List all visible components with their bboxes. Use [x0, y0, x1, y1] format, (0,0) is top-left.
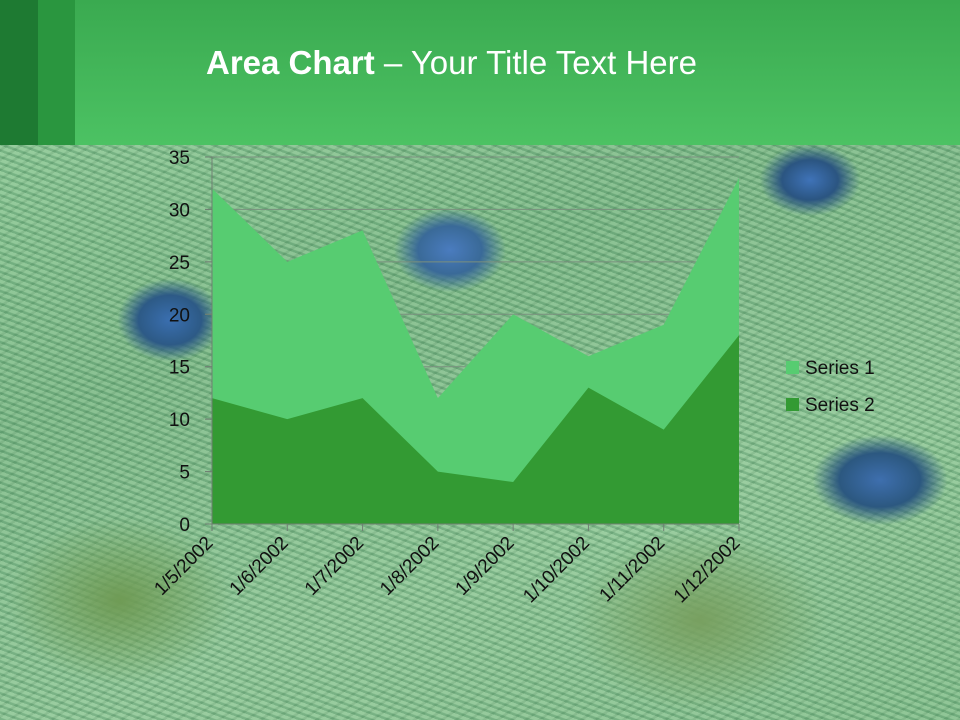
y-tick-label-10: 10 — [169, 410, 190, 431]
x-tick-label-6: 1/11/2002 — [596, 533, 670, 607]
title-rest-part: – Your Title Text Here — [374, 44, 697, 81]
y-tick-label-15: 15 — [169, 358, 190, 379]
area-series-2 — [212, 335, 739, 524]
x-tick-label-3: 1/8/2002 — [376, 533, 443, 600]
y-tick-label-35: 35 — [169, 148, 190, 169]
x-tick-label-7: 1/12/2002 — [670, 533, 745, 608]
banner-accent-dark — [0, 0, 38, 145]
banner-accent-mid — [38, 0, 75, 145]
x-tick-label-5: 1/10/2002 — [519, 533, 594, 608]
legend-label-series-1: Series 1 — [805, 358, 875, 379]
y-tick-label-5: 5 — [179, 463, 190, 484]
y-tick-label-0: 0 — [179, 515, 190, 536]
x-tick-label-4: 1/9/2002 — [452, 533, 519, 600]
y-tick-label-25: 25 — [169, 253, 190, 274]
slide-title[interactable]: Area Chart – Your Title Text Here — [206, 40, 697, 86]
x-tick-label-1: 1/6/2002 — [226, 533, 293, 600]
title-bold-part: Area Chart — [206, 44, 375, 81]
legend-label-series-2: Series 2 — [805, 395, 875, 416]
title-banner — [0, 0, 960, 145]
legend-swatch-series-1 — [786, 361, 799, 374]
x-tick-label-2: 1/7/2002 — [301, 533, 368, 600]
x-tick-label-0: 1/5/2002 — [150, 533, 217, 600]
legend-swatch-series-2 — [786, 398, 799, 411]
y-tick-label-30: 30 — [169, 200, 190, 221]
y-tick-label-20: 20 — [169, 305, 190, 326]
